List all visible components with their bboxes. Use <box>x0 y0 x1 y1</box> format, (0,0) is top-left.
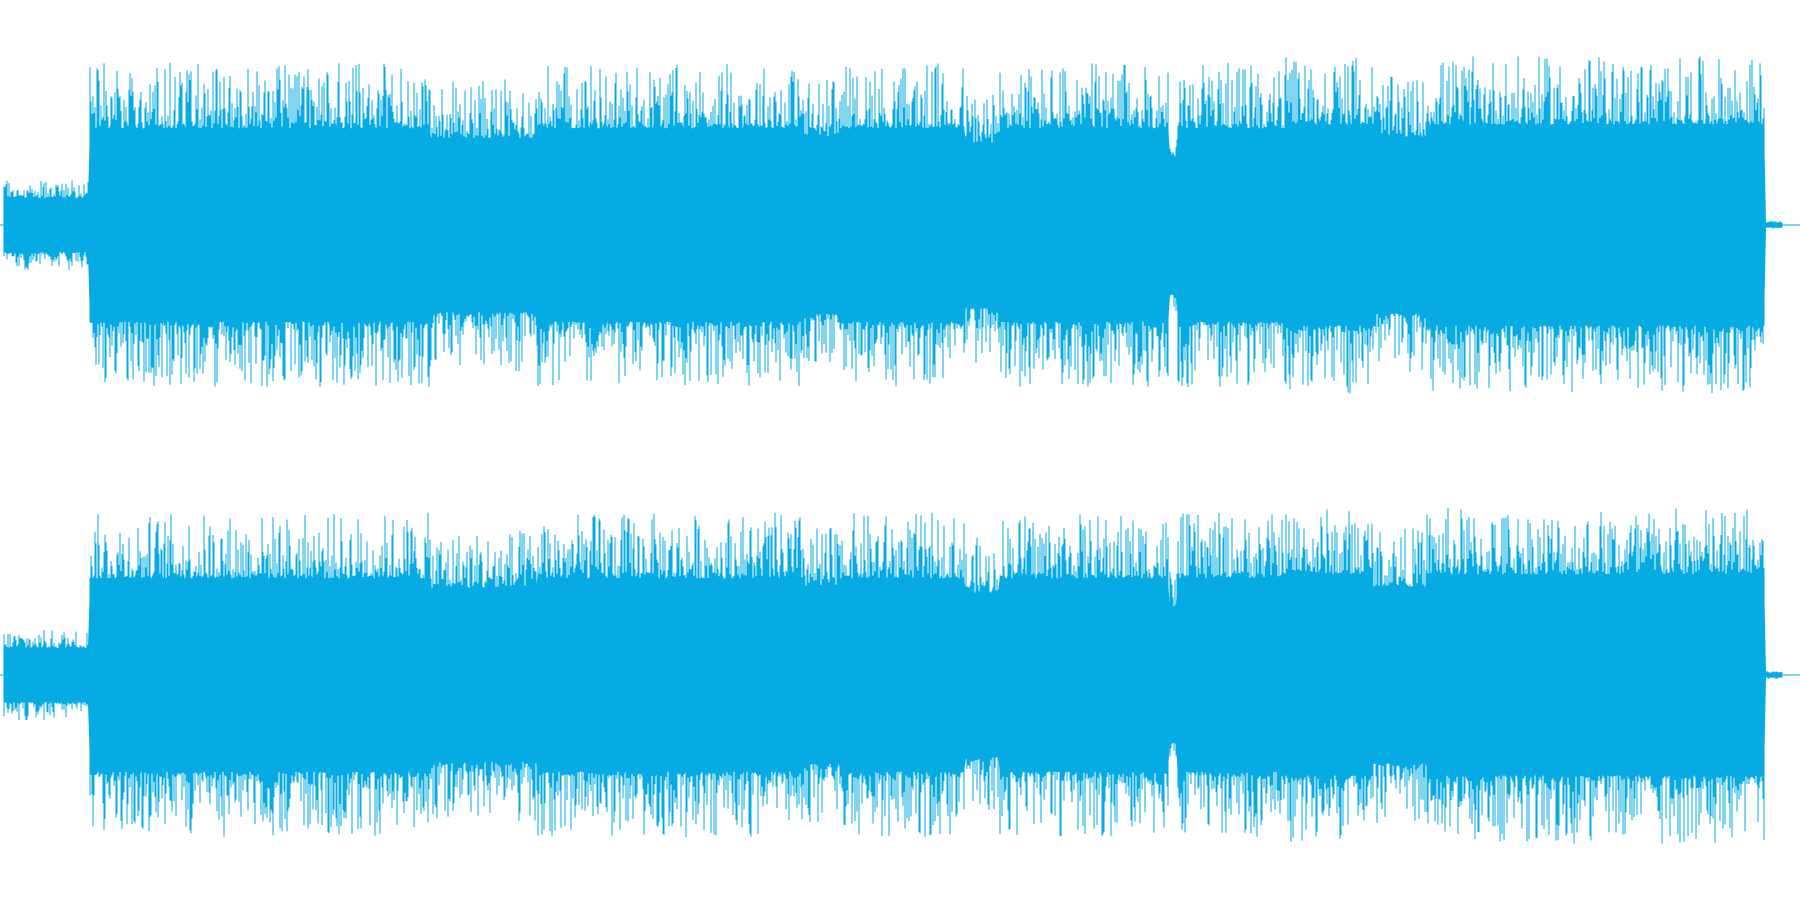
waveform-channel-right <box>0 508 1800 844</box>
waveform-peaks <box>3 508 1783 844</box>
waveform-channel-left <box>0 56 1800 394</box>
waveform-peaks <box>3 56 1783 394</box>
